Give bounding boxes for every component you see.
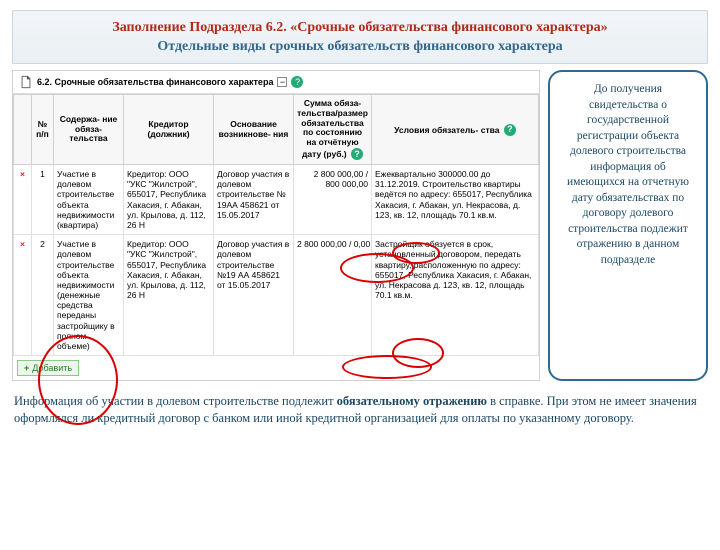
col-amount: Сумма обяза- тельства/размер обязательст… xyxy=(294,95,372,165)
col-basis: Основание возникнове- ния xyxy=(214,95,294,165)
section-title: 6.2. Срочные обязательства финансового х… xyxy=(37,77,273,87)
footer-note: Информация об участии в долевом строител… xyxy=(14,393,706,427)
section-bar: 6.2. Срочные обязательства финансового х… xyxy=(13,71,539,94)
cell-amount: 2 800 000,00 / 800 000,00 xyxy=(294,165,372,235)
col-terms: Условия обязатель- ства ? xyxy=(372,95,539,165)
side-note: До получения свидетельства о государстве… xyxy=(548,70,708,381)
delete-row-button[interactable]: × xyxy=(14,235,32,356)
table-panel: 6.2. Срочные обязательства финансового х… xyxy=(12,70,540,381)
help-icon[interactable]: ? xyxy=(504,124,516,136)
document-icon xyxy=(19,75,33,89)
footer-prefix: Информация об участии в долевом строител… xyxy=(14,394,337,408)
cell-terms: Застройщик обязуется в срок, установленн… xyxy=(372,235,539,356)
plus-icon: + xyxy=(24,363,29,373)
table-header-row: № п/п Содержа- ние обяза- тельства Креди… xyxy=(14,95,539,165)
cell-terms: Ежеквартально 300000.00 до 31.12.2019. С… xyxy=(372,165,539,235)
obligations-table: № п/п Содержа- ние обяза- тельства Креди… xyxy=(13,94,539,356)
col-num: № п/п xyxy=(32,95,54,165)
footer-bold: обязательному отражению xyxy=(337,394,487,408)
col-creditor: Кредитор (должник) xyxy=(124,95,214,165)
cell-num: 1 xyxy=(32,165,54,235)
table-row: × 1 Участие в долевом строительстве объе… xyxy=(14,165,539,235)
cell-creditor: Кредитор: ООО "УКС "Жилстрой", 655017, Р… xyxy=(124,165,214,235)
cell-basis: Договор участия в долевом строительстве … xyxy=(214,235,294,356)
add-row-button[interactable]: + Добавить xyxy=(17,360,79,376)
header-title-1: Заполнение Подраздела 6.2. «Срочные обяз… xyxy=(27,19,693,37)
header-title-2: Отдельные виды срочных обязательств фина… xyxy=(27,39,693,55)
col-del xyxy=(14,95,32,165)
cell-content: Участие в долевом строительстве объекта … xyxy=(54,165,124,235)
page-header: Заполнение Подраздела 6.2. «Срочные обяз… xyxy=(12,10,708,64)
cell-amount: 2 800 000,00 / 0,00 xyxy=(294,235,372,356)
add-button-label: Добавить xyxy=(32,363,72,373)
cell-creditor: Кредитор: ООО "УКС "Жилстрой", 655017, Р… xyxy=(124,235,214,356)
cell-num: 2 xyxy=(32,235,54,356)
help-icon[interactable]: ? xyxy=(351,148,363,160)
help-icon[interactable]: ? xyxy=(291,76,303,88)
cell-content: Участие в долевом строительстве объекта … xyxy=(54,235,124,356)
cell-basis: Договор участия в долевом строительстве … xyxy=(214,165,294,235)
col-content: Содержа- ние обяза- тельства xyxy=(54,95,124,165)
table-row: × 2 Участие в долевом строительстве объе… xyxy=(14,235,539,356)
delete-row-button[interactable]: × xyxy=(14,165,32,235)
collapse-toggle[interactable]: − xyxy=(277,77,287,87)
